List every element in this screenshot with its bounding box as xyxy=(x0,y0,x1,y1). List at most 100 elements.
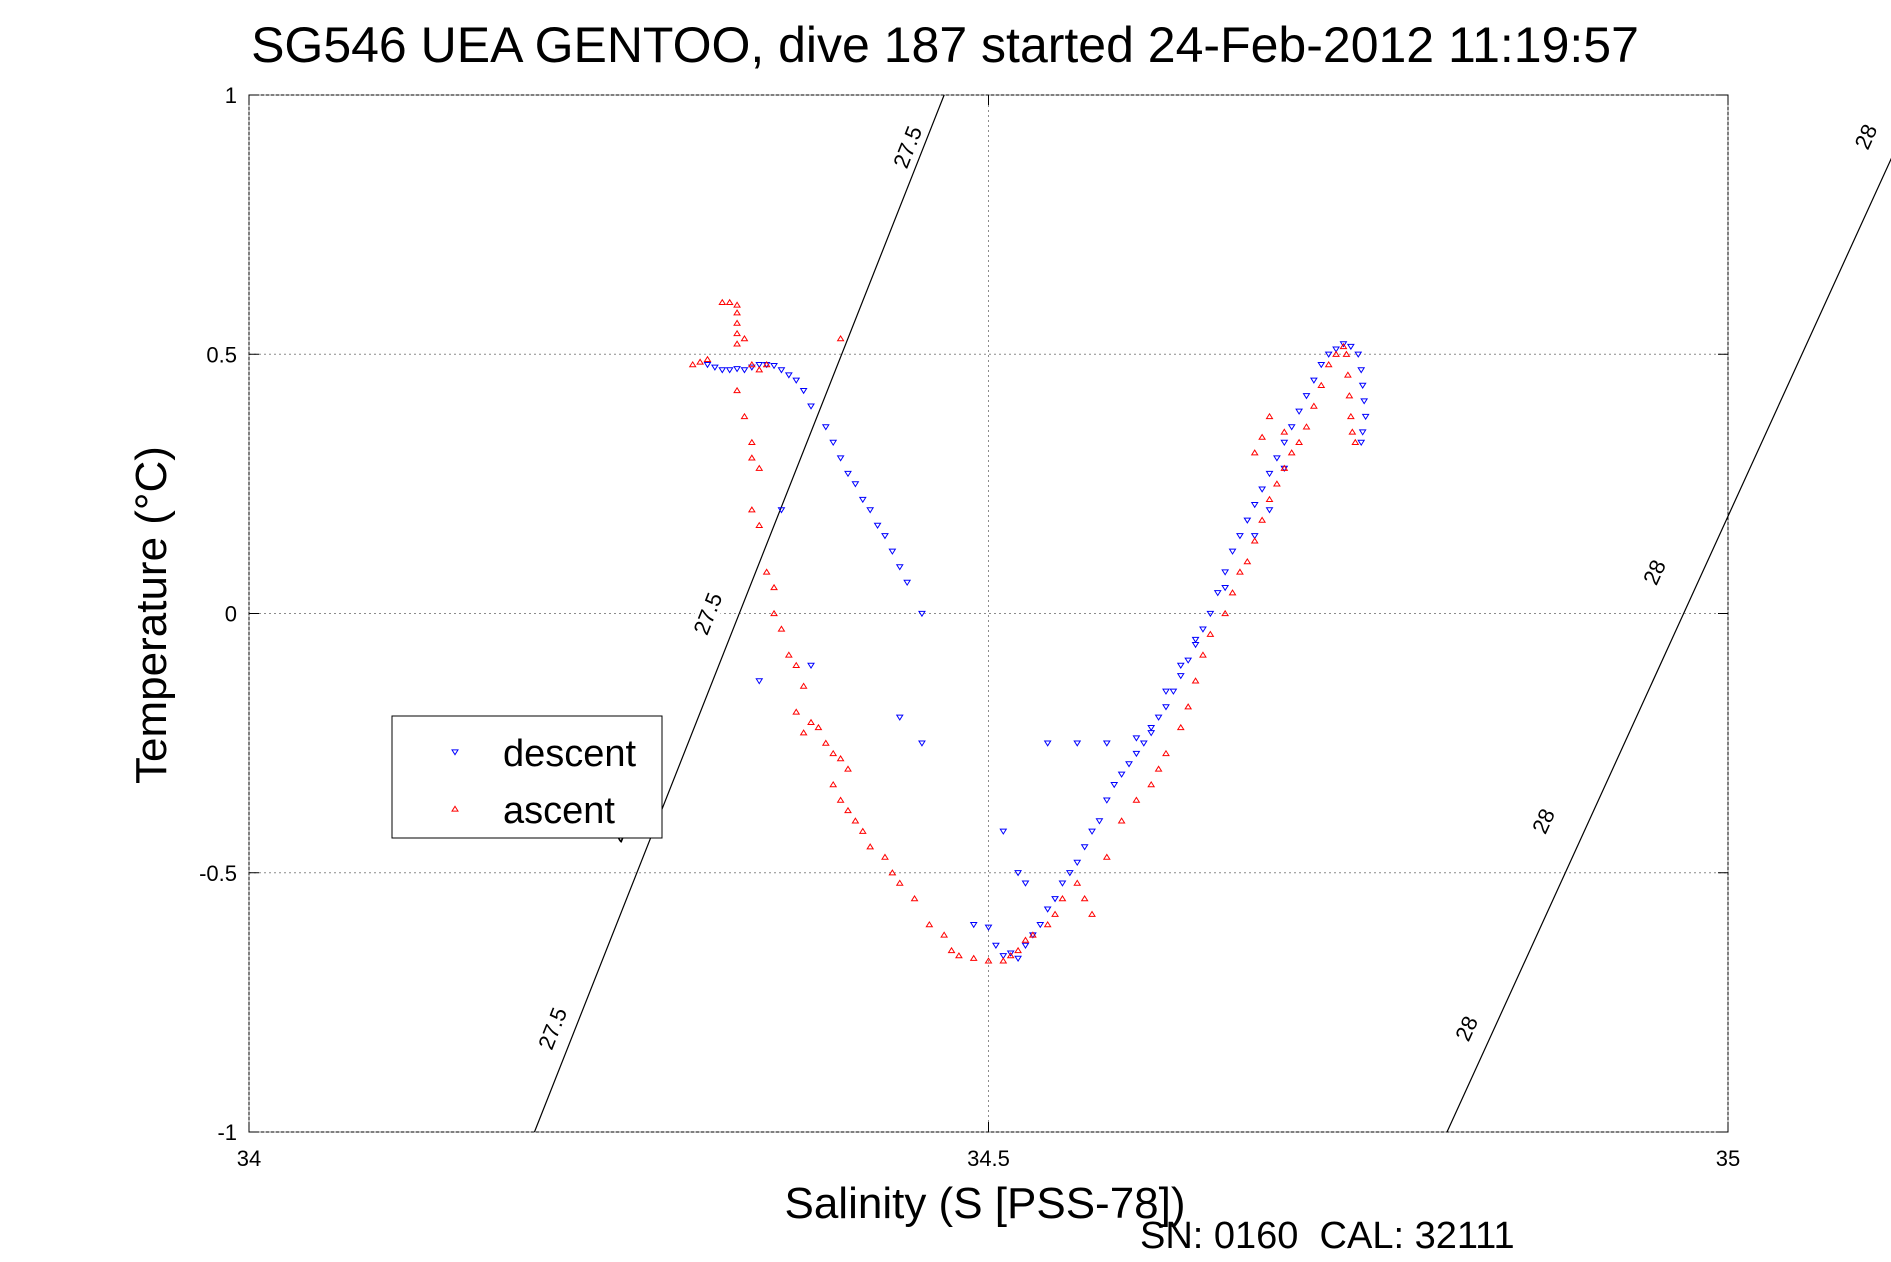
y-tick-label: -1 xyxy=(217,1120,237,1145)
legend-label-descent: descent xyxy=(503,733,637,775)
ascent-point xyxy=(784,651,793,658)
ascent-point xyxy=(747,438,756,445)
descent-point xyxy=(1058,880,1067,887)
ascent-point xyxy=(814,723,823,731)
ascent-point xyxy=(999,957,1008,964)
ascent-point xyxy=(807,718,815,725)
ascent-point xyxy=(829,780,838,788)
ascent-point xyxy=(1228,589,1237,596)
ascent-point xyxy=(770,609,778,617)
ascent-point xyxy=(1343,371,1352,378)
ascent-point xyxy=(740,412,749,420)
descent-point xyxy=(740,367,749,374)
ascent-point xyxy=(1088,910,1096,917)
descent-point xyxy=(1147,724,1156,732)
descent-point xyxy=(1339,341,1348,348)
descent-point xyxy=(1250,533,1259,540)
x-tick-label: 34.5 xyxy=(967,1146,1010,1171)
descent-point xyxy=(1332,346,1340,353)
ascent-point xyxy=(1265,495,1274,503)
ascent-point xyxy=(829,749,838,757)
ascent-point xyxy=(1236,568,1244,575)
descent-point xyxy=(1102,797,1111,804)
contour-label-bg xyxy=(1845,111,1886,162)
ascent-point xyxy=(1339,342,1348,350)
descent-point xyxy=(1357,439,1366,447)
descent-point xyxy=(1014,955,1022,962)
descent-point xyxy=(1280,439,1289,447)
descent-point xyxy=(1191,636,1200,644)
grid xyxy=(248,94,1729,1133)
descent-point xyxy=(999,828,1008,835)
ascent-point xyxy=(747,454,756,461)
y-tick-label: 0 xyxy=(225,602,237,627)
y-tick-label: -0.5 xyxy=(199,861,237,886)
descent-point xyxy=(1358,382,1367,390)
descent-point xyxy=(1043,906,1052,913)
descent-point xyxy=(829,439,838,447)
descent-point xyxy=(725,367,734,374)
descent-point xyxy=(895,564,904,571)
ascent-point xyxy=(703,355,712,363)
ascent-point xyxy=(755,521,764,528)
descent-point xyxy=(718,367,727,374)
descent-point xyxy=(1361,413,1370,421)
descent-point xyxy=(1110,782,1119,789)
descent-point xyxy=(1265,507,1274,514)
descent-point xyxy=(1176,662,1185,669)
ascent-point xyxy=(1280,464,1289,471)
ascent-point xyxy=(1342,350,1351,357)
descent-point xyxy=(1324,351,1333,358)
y-tick-label: 0.5 xyxy=(206,342,237,367)
ascent-point xyxy=(696,358,704,365)
series-descent xyxy=(703,341,1370,962)
descent-point xyxy=(1088,828,1096,835)
descent-point xyxy=(1021,942,1030,949)
ascent-point xyxy=(1021,936,1030,943)
legend-label-ascent: ascent xyxy=(503,790,615,832)
descent-point xyxy=(807,662,815,669)
descent-point xyxy=(784,372,793,379)
descent-point xyxy=(1132,735,1141,742)
ascent-point xyxy=(836,335,845,342)
descent-point xyxy=(918,610,926,618)
descent-point xyxy=(1295,408,1303,415)
ascent-point xyxy=(733,301,741,308)
axis-ticks: 34 34.5 35 1 0.5 0 -0.5 -1 xyxy=(199,83,1740,1171)
descent-point xyxy=(1250,502,1259,509)
descent-point xyxy=(1302,393,1311,400)
ascent-point xyxy=(1351,438,1360,445)
descent-point xyxy=(1317,362,1326,369)
contour-label-bg xyxy=(1523,795,1564,846)
descent-point xyxy=(888,548,897,555)
ascent-point xyxy=(747,360,756,368)
descent-point xyxy=(991,942,1000,949)
ascent-point xyxy=(1199,651,1207,658)
descent-point xyxy=(1265,470,1274,478)
ascent-point xyxy=(1006,952,1015,959)
contour-label-bg xyxy=(887,121,927,172)
descent-point xyxy=(1117,771,1126,778)
descent-point xyxy=(1357,367,1366,374)
descent-point xyxy=(703,362,712,369)
ascent-point xyxy=(955,952,963,959)
descent-point xyxy=(777,367,786,374)
descent-point xyxy=(1221,569,1230,576)
ascent-point xyxy=(1080,895,1089,902)
ascent-point xyxy=(1132,796,1141,803)
ascent-point xyxy=(770,583,778,591)
descent-point xyxy=(844,470,852,478)
ascent-point xyxy=(969,954,978,961)
descent-point xyxy=(858,496,867,504)
ascent-point xyxy=(1147,780,1156,788)
ascent-point xyxy=(1346,412,1355,420)
ascent-point xyxy=(844,806,852,814)
ascent-point xyxy=(792,661,801,668)
ascent-point xyxy=(1317,381,1326,388)
ascent-point xyxy=(1058,895,1067,902)
descent-point xyxy=(777,507,786,514)
descent-point xyxy=(1073,740,1082,747)
legend: descent ascent xyxy=(391,715,663,839)
descent-point xyxy=(1154,714,1163,721)
descent-point xyxy=(1073,859,1082,867)
